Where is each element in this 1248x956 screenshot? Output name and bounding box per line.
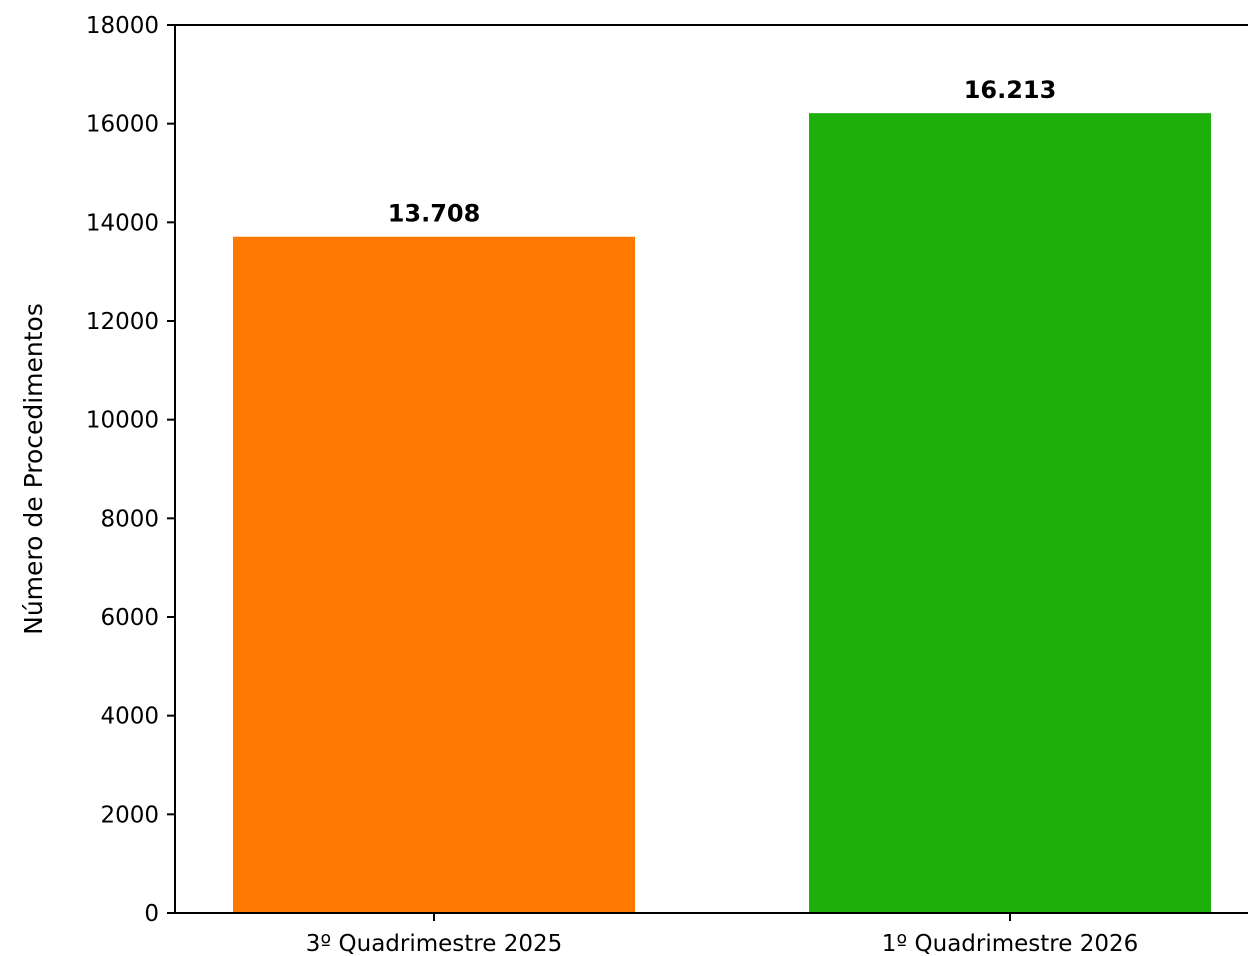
y-tick-label-1: 2000 — [100, 802, 159, 828]
bar-0 — [233, 236, 635, 914]
y-tick-label-2: 4000 — [100, 704, 159, 730]
bars — [233, 113, 1211, 914]
y-axis: 0 2000 4000 6000 8000 10000 12000 14000 16000 180… — [86, 13, 1248, 927]
y-tick-label-9: 18000 — [86, 13, 159, 39]
x-tick-label-0: 3º Quadrimestre 2025 — [306, 931, 563, 956]
y-tick-label-4: 8000 — [100, 506, 159, 532]
x-tick-label-1: 1º Quadrimestre 2026 — [882, 931, 1139, 956]
y-tick-label-5: 10000 — [86, 408, 159, 434]
data-labels: 13.708 16.213 — [388, 76, 1057, 228]
y-tick-label-3: 6000 — [100, 605, 159, 631]
data-label-0: 13.708 — [388, 200, 481, 228]
y-axis-label: Número de Procedimentos — [19, 303, 48, 635]
y-tick-label-0: 0 — [144, 901, 159, 927]
y-tick-label-6: 12000 — [86, 309, 159, 335]
y-tick-label-7: 14000 — [86, 210, 159, 236]
x-axis: 3º Quadrimestre 2025 1º Quadrimestre 2026 — [175, 912, 1248, 956]
bar-1 — [809, 113, 1211, 913]
y-tick-label-8: 16000 — [86, 112, 159, 138]
data-label-1: 16.213 — [964, 76, 1057, 104]
